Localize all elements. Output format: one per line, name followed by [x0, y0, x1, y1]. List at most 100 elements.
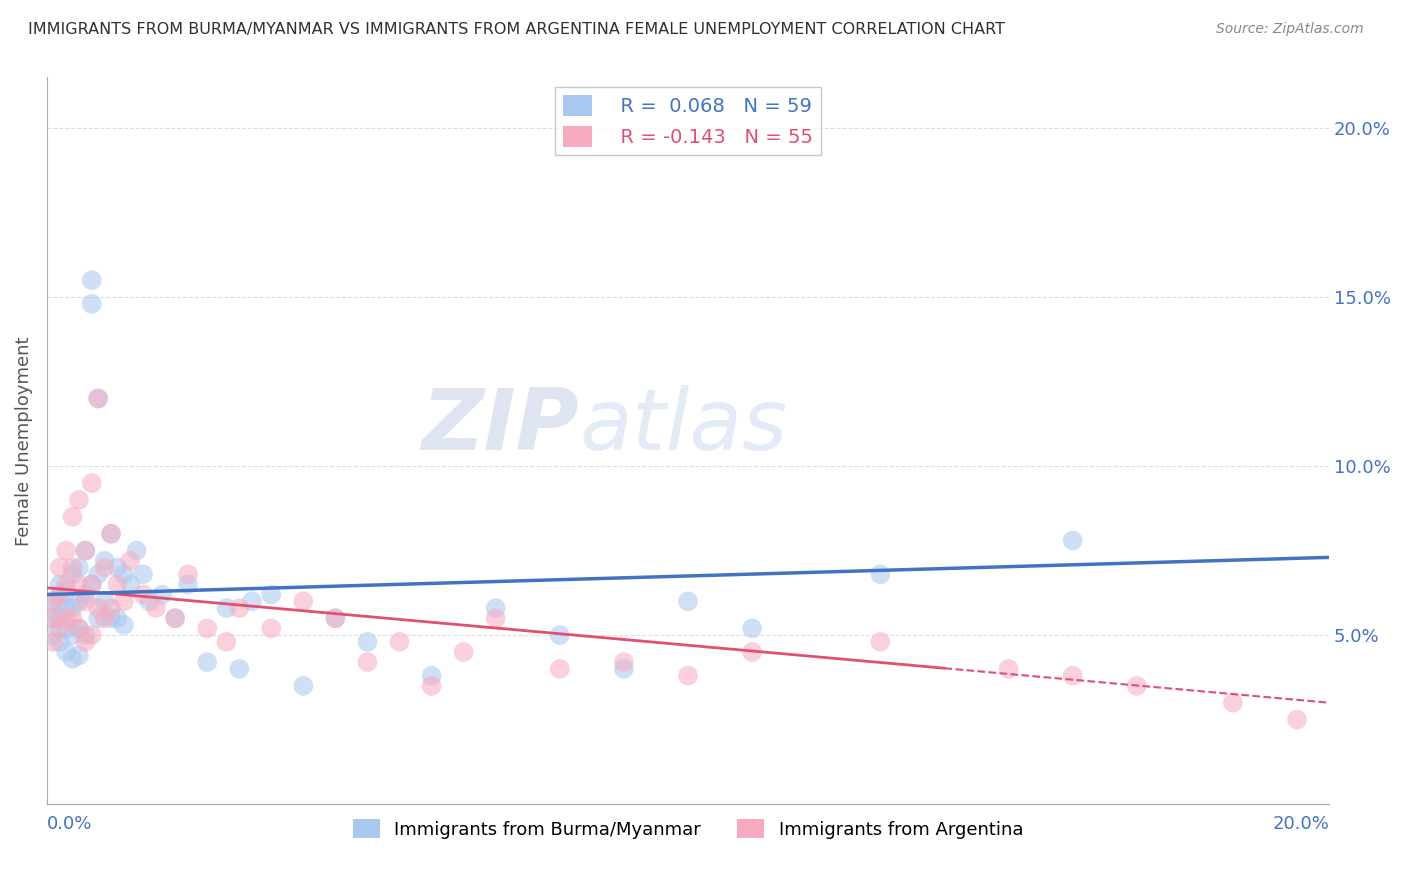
Point: [55, 601, 77, 615]
Point: [453, 645, 475, 659]
Point: [67, 648, 90, 663]
Point: [87, 601, 110, 615]
Point: [93, 560, 115, 574]
Point: [55, 543, 77, 558]
Point: [100, 526, 122, 541]
Point: [80, 577, 103, 591]
Point: [42, 611, 65, 625]
Point: [62, 509, 84, 524]
Point: [125, 543, 148, 558]
Point: [112, 618, 135, 632]
Point: [75, 588, 97, 602]
Point: [62, 628, 84, 642]
Point: [67, 621, 90, 635]
Point: [93, 611, 115, 625]
Point: [869, 635, 891, 649]
Point: [292, 594, 315, 608]
Point: [42, 628, 65, 642]
Point: [420, 679, 443, 693]
Point: [42, 611, 65, 625]
Point: [80, 297, 103, 311]
Point: [138, 594, 160, 608]
Point: [132, 567, 155, 582]
Point: [150, 588, 173, 602]
Point: [107, 560, 129, 574]
Point: [67, 594, 90, 608]
Point: [548, 662, 571, 676]
Point: [62, 611, 84, 625]
Point: [195, 621, 218, 635]
Point: [676, 668, 699, 682]
Point: [48, 621, 70, 635]
Point: [260, 621, 283, 635]
Point: [741, 645, 763, 659]
Point: [741, 621, 763, 635]
Point: [75, 543, 97, 558]
Point: [93, 594, 115, 608]
Point: [613, 655, 636, 669]
Point: [613, 662, 636, 676]
Point: [93, 554, 115, 568]
Point: [112, 567, 135, 582]
Point: [228, 601, 250, 615]
Point: [100, 526, 122, 541]
Point: [67, 621, 90, 635]
Point: [676, 594, 699, 608]
Point: [62, 567, 84, 582]
Point: [55, 584, 77, 599]
Point: [120, 577, 142, 591]
Point: [48, 577, 70, 591]
Point: [1062, 668, 1084, 682]
Text: 20.0%: 20.0%: [1272, 815, 1329, 833]
Point: [48, 588, 70, 602]
Point: [62, 560, 84, 574]
Point: [62, 601, 84, 615]
Point: [177, 577, 200, 591]
Point: [67, 577, 90, 591]
Point: [292, 679, 315, 693]
Text: ZIP: ZIP: [422, 384, 579, 467]
Point: [55, 645, 77, 659]
Point: [240, 594, 263, 608]
Point: [388, 635, 411, 649]
Text: IMMIGRANTS FROM BURMA/MYANMAR VS IMMIGRANTS FROM ARGENTINA FEMALE UNEMPLOYMENT C: IMMIGRANTS FROM BURMA/MYANMAR VS IMMIGRA…: [28, 22, 1005, 37]
Point: [420, 668, 443, 682]
Point: [75, 628, 97, 642]
Point: [87, 611, 110, 625]
Point: [42, 635, 65, 649]
Point: [195, 655, 218, 669]
Point: [1062, 533, 1084, 548]
Point: [42, 594, 65, 608]
Point: [75, 543, 97, 558]
Point: [75, 594, 97, 608]
Point: [107, 577, 129, 591]
Point: [107, 611, 129, 625]
Point: [62, 652, 84, 666]
Point: [356, 635, 378, 649]
Point: [42, 594, 65, 608]
Point: [215, 601, 238, 615]
Point: [485, 611, 508, 625]
Point: [80, 273, 103, 287]
Point: [48, 635, 70, 649]
Point: [80, 628, 103, 642]
Point: [87, 392, 110, 406]
Point: [356, 655, 378, 669]
Point: [260, 588, 283, 602]
Point: [997, 662, 1019, 676]
Point: [1286, 713, 1309, 727]
Text: Source: ZipAtlas.com: Source: ZipAtlas.com: [1216, 22, 1364, 37]
Point: [120, 554, 142, 568]
Text: 0.0%: 0.0%: [46, 815, 93, 833]
Point: [48, 611, 70, 625]
Point: [215, 635, 238, 649]
Point: [325, 611, 347, 625]
Point: [48, 560, 70, 574]
Point: [100, 601, 122, 615]
Point: [75, 635, 97, 649]
Point: [87, 567, 110, 582]
Point: [548, 628, 571, 642]
Point: [145, 601, 167, 615]
Text: atlas: atlas: [579, 384, 787, 467]
Point: [55, 621, 77, 635]
